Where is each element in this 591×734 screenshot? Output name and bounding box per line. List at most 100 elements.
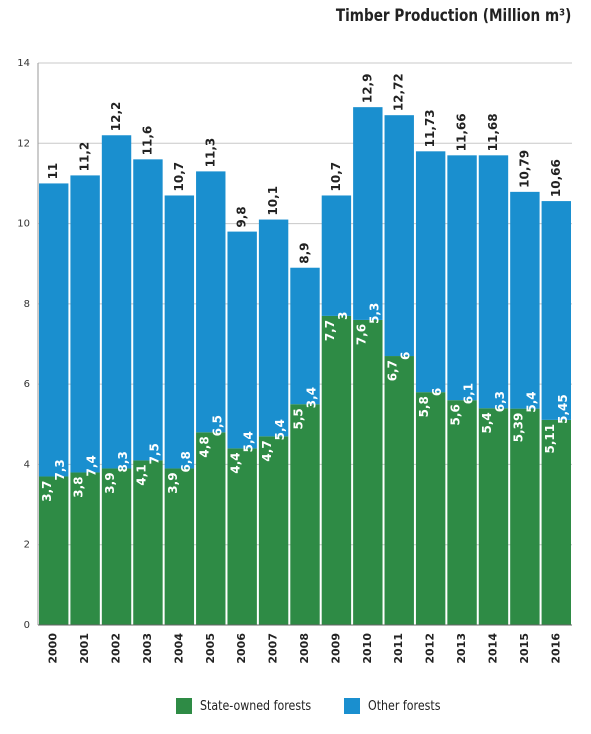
bar-other — [541, 201, 571, 420]
data-label-state-owned: 4,4 — [229, 452, 243, 473]
bar-state-owned — [258, 436, 289, 625]
total-label: 9,8 — [235, 206, 249, 227]
data-label-other: 5,45 — [556, 394, 570, 424]
bar-other — [258, 219, 289, 437]
x-tick-label: 2015 — [518, 633, 531, 664]
data-label-state-owned: 5,5 — [292, 408, 306, 429]
bar-other — [227, 231, 257, 449]
bar-state-owned — [227, 448, 257, 625]
data-label-other: 5,4 — [242, 431, 256, 452]
data-label-other: 7,3 — [53, 459, 67, 480]
legend-swatch-other — [344, 698, 360, 714]
bar-state-owned — [384, 356, 414, 625]
bar-state-owned — [164, 468, 195, 625]
bar-other — [353, 107, 383, 320]
data-label-state-owned: 3,9 — [166, 472, 180, 493]
x-tick-label: 2016 — [549, 633, 562, 664]
data-label-other: 3 — [336, 312, 350, 320]
total-label: 11,73 — [423, 109, 437, 147]
bar-other — [39, 183, 69, 477]
data-label-state-owned: 6,7 — [386, 360, 400, 381]
total-label: 12,2 — [109, 102, 123, 132]
bar-other — [290, 267, 320, 405]
x-tick-label: 2010 — [361, 633, 374, 664]
bar-state-owned — [101, 468, 132, 625]
x-tick-label: 2000 — [47, 633, 60, 664]
data-label-other: 5,4 — [524, 391, 538, 412]
legend-item-state-owned: State-owned forests — [176, 698, 331, 714]
bar-other — [478, 155, 509, 409]
data-label-other: 5,4 — [273, 419, 287, 440]
total-label: 10,66 — [549, 159, 563, 197]
x-tick-label: 2013 — [455, 633, 468, 664]
bar-other — [196, 171, 226, 433]
data-label-other: 7,5 — [147, 443, 161, 464]
bar-other — [447, 155, 477, 401]
x-tick-label: 2014 — [486, 633, 499, 664]
data-label-other: 6,3 — [493, 391, 507, 412]
total-label: 10,1 — [266, 186, 280, 216]
data-label-state-owned: 5,39 — [511, 413, 525, 443]
y-tick-label: 2 — [24, 540, 30, 551]
total-label: 11,68 — [486, 113, 500, 151]
data-label-state-owned: 5,4 — [480, 412, 494, 433]
y-tick-label: 0 — [24, 620, 30, 631]
y-tick-label: 14 — [17, 58, 30, 69]
total-label: 11,2 — [78, 142, 92, 172]
data-label-state-owned: 4,8 — [197, 436, 211, 457]
bar-state-owned — [541, 419, 571, 625]
x-tick-label: 2006 — [235, 633, 248, 664]
legend-item-other: Other forests — [344, 698, 453, 714]
chart-title: Timber Production (Million m³) — [335, 6, 571, 26]
data-label-other: 5,3 — [367, 303, 381, 324]
bar-other — [510, 191, 540, 409]
data-label-state-owned: 4,7 — [260, 440, 274, 461]
data-label-other: 3,4 — [305, 387, 319, 408]
data-label-state-owned: 3,7 — [40, 480, 54, 501]
bar-state-owned — [510, 408, 540, 625]
bar-state-owned — [290, 404, 320, 625]
data-label-other: 7,4 — [85, 455, 99, 476]
total-label: 11 — [46, 163, 60, 180]
data-label-other: 8,3 — [116, 451, 130, 472]
x-tick-label: 2003 — [141, 633, 154, 664]
y-tick-label: 10 — [17, 219, 30, 230]
legend-swatch-state-owned — [176, 698, 192, 714]
x-tick-label: 2009 — [329, 633, 342, 664]
bar-state-owned — [133, 460, 163, 625]
x-tick-label: 2004 — [172, 633, 185, 664]
data-label-other: 6,8 — [179, 451, 193, 472]
x-tick-label: 2005 — [204, 633, 217, 664]
data-label-other: 6 — [399, 352, 413, 360]
data-label-state-owned: 7,6 — [354, 324, 368, 345]
bar-other — [133, 159, 163, 461]
x-tick-label: 2002 — [110, 633, 123, 664]
total-label: 12,9 — [360, 74, 374, 104]
data-label-state-owned: 4,1 — [134, 464, 148, 485]
data-label-state-owned: 5,11 — [543, 424, 557, 454]
bar-state-owned — [321, 315, 352, 625]
total-label: 10,79 — [517, 150, 531, 188]
data-label-state-owned: 3,8 — [72, 476, 86, 497]
x-tick-label: 2001 — [78, 633, 91, 664]
bar-other — [70, 175, 100, 473]
x-tick-label: 2007 — [267, 633, 280, 664]
bar-state-owned — [39, 476, 69, 625]
data-label-state-owned: 7,7 — [323, 320, 337, 341]
total-label: 12,72 — [392, 73, 406, 111]
legend-label-other: Other forests — [368, 698, 441, 714]
total-label: 11,3 — [203, 138, 217, 168]
total-label: 8,9 — [298, 242, 312, 263]
y-tick-label: 6 — [24, 379, 30, 390]
data-label-state-owned: 5,8 — [417, 396, 431, 417]
y-tick-label: 12 — [17, 138, 30, 149]
bar-state-owned — [70, 472, 100, 625]
data-label-other: 6,1 — [462, 383, 476, 404]
bar-other — [384, 115, 414, 357]
bar-state-owned — [415, 392, 446, 625]
y-tick-label: 4 — [24, 459, 30, 470]
legend: State-owned forests Other forests — [0, 698, 591, 718]
total-label: 10,7 — [329, 162, 343, 192]
